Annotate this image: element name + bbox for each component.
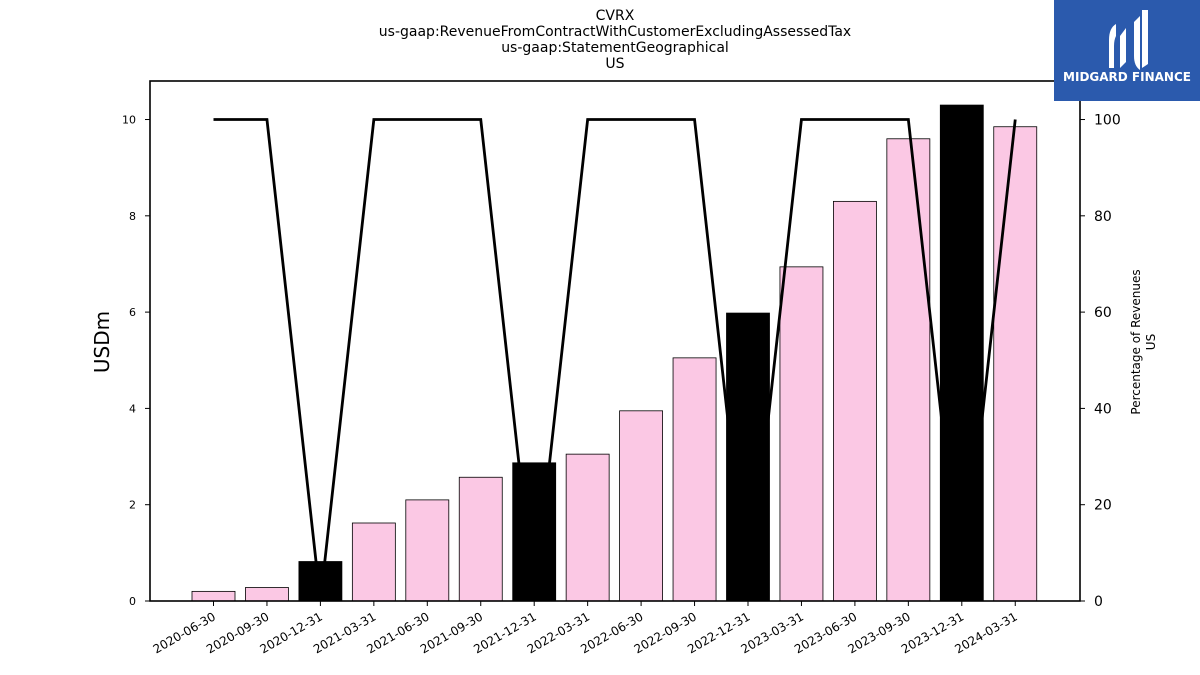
bar-2023-06-30 (833, 200, 877, 602)
y-tick-label-right-20: 20 (1094, 498, 1112, 514)
chart-title-ticker: CVRX (595, 8, 635, 24)
chart-title-concept: us-gaap:RevenueFromContractWithCustomerE… (378, 24, 852, 40)
bar-2022-03-31 (565, 453, 610, 602)
y-tick-label-right-100: 100 (1094, 113, 1121, 129)
y-axis-label-right-line1: Percentage of Revenues (1129, 269, 1143, 415)
y-tick-label-left-4: 4 (129, 402, 136, 415)
y-tick-label-left-2: 2 (129, 499, 136, 512)
bar-2021-03-31 (351, 522, 396, 602)
bar-2020-06-30 (191, 590, 236, 602)
bar-2022-06-30 (619, 410, 663, 602)
y-axis-label-right-line2: US (1144, 333, 1158, 351)
logo-mark-icon (1109, 10, 1148, 70)
chart-title-member: US (605, 56, 625, 72)
bar-2023-12-31 (939, 104, 984, 602)
bar-2022-12-31 (726, 312, 770, 602)
y-tick-label-left-6: 6 (129, 306, 136, 319)
bar-2020-09-30 (245, 587, 289, 602)
y-tick-label-left-8: 8 (129, 210, 136, 223)
bar-2021-12-31 (512, 462, 557, 602)
bar-2023-03-31 (779, 266, 824, 602)
bar-2021-09-30 (458, 476, 503, 602)
logo-text: MIDGARD FINANCE (1063, 70, 1191, 84)
y-tick-label-right-60: 60 (1094, 305, 1112, 321)
bar-2021-06-30 (405, 499, 450, 602)
midgard-finance-logo: MIDGARD FINANCE (1054, 0, 1200, 101)
bar-2023-09-30 (886, 138, 931, 602)
y-tick-label-left-10: 10 (122, 114, 136, 127)
percent-line (213, 118, 1017, 602)
y-tick-label-right-0: 0 (1094, 594, 1103, 610)
bar-2024-03-31 (993, 126, 1038, 602)
plot-frame (149, 80, 1081, 602)
bar-2022-09-30 (672, 357, 717, 602)
chart-title-axis: us-gaap:StatementGeographical (501, 40, 729, 56)
y-axis-label-left: USDm (90, 310, 114, 374)
y-tick-label-right-80: 80 (1094, 209, 1112, 225)
y-tick-label-left-0: 0 (129, 595, 136, 608)
y-tick-label-right-40: 40 (1094, 401, 1112, 417)
y-axis-label-right: Percentage of Revenues US (1129, 269, 1159, 414)
